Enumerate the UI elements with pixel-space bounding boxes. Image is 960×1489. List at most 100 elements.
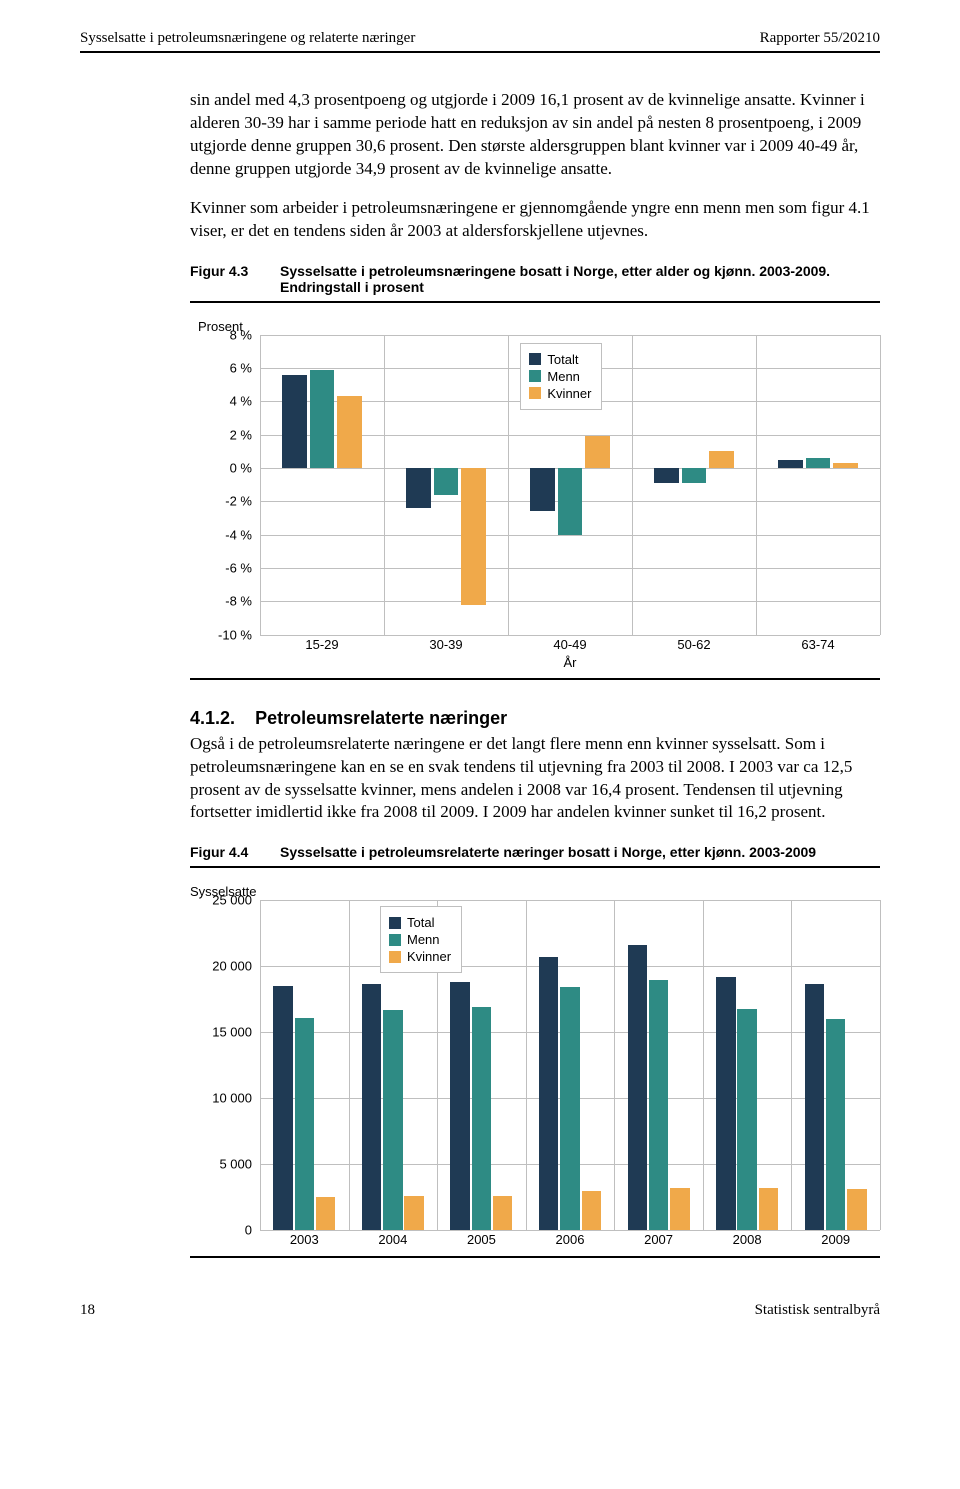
fig43-y-axis: 8 %6 %4 %2 %0 %-2 %-4 %-6 %-8 %-10 % [190,335,260,635]
bar [295,1018,314,1231]
y-tick-label: 6 % [230,360,252,375]
bar [778,460,803,468]
bar [450,982,469,1230]
header-left: Sysselsatte i petroleumsnæringene og rel… [80,30,415,47]
y-tick-label: 2 % [230,427,252,442]
legend-swatch [529,353,541,365]
bar [406,468,431,508]
figure-4-3-title: Sysselsatte i petroleumsnæringene bosatt… [280,263,880,295]
legend-label: Kvinner [407,949,451,964]
y-tick-label: 8 % [230,327,252,342]
fig44-y-axis: 25 00020 00015 00010 0005 0000 [190,900,260,1230]
figure-4-3-number: Figur 4.3 [190,263,280,295]
bar [493,1196,512,1230]
y-tick-label: -6 % [225,560,252,575]
legend-label: Menn [547,369,580,384]
bar [472,1007,491,1230]
y-tick-label: 15 000 [212,1025,252,1040]
y-tick-label: 10 000 [212,1091,252,1106]
bar [826,1019,845,1230]
y-tick-label: 5 000 [219,1157,252,1172]
bar [649,980,668,1231]
x-tick-label: 2005 [467,1232,496,1247]
section-title: Petroleumsrelaterte næringer [255,708,507,728]
y-tick-label: 0 [245,1223,252,1238]
fig43-plot-area: Totalt Menn Kvinner [260,335,880,635]
bar [337,396,362,468]
bar [434,468,459,495]
bar [654,468,679,483]
x-tick-label: 2009 [821,1232,850,1247]
bar [539,957,558,1230]
figure-4-3-caption: Figur 4.3 Sysselsatte i petroleumsnæring… [190,263,880,303]
bar [282,375,307,468]
bar [759,1188,778,1230]
x-tick-label: 50-62 [677,637,710,652]
bar [461,468,486,605]
paragraph-3: Også i de petroleumsrelaterte næringene … [190,733,880,825]
chart-legend: Totalt Menn Kvinner [520,343,602,410]
bar [383,1010,402,1230]
y-tick-label: -10 % [218,627,252,642]
bar [582,1191,601,1231]
x-tick-label: 2006 [556,1232,585,1247]
fig44-x-axis: 2003 2004 2005 2006 2007 2008 2009 [260,1230,880,1248]
bar [670,1188,689,1230]
bar [682,468,707,483]
y-tick-label: 4 % [230,394,252,409]
bar [716,977,735,1230]
page-header: Sysselsatte i petroleumsnæringene og rel… [80,30,880,53]
bar [847,1189,866,1230]
header-right: Rapporter 55/20210 [760,30,880,47]
legend-label: Total [407,915,434,930]
y-tick-label: 25 000 [212,893,252,908]
legend-label: Menn [407,932,440,947]
legend-swatch [529,387,541,399]
y-tick-label: -8 % [225,594,252,609]
bar [316,1197,335,1230]
bar [273,986,292,1230]
figure-4-4-number: Figur 4.4 [190,844,280,860]
figure-4-4-chart: Sysselsatte 25 00020 00015 00010 0005 00… [190,870,880,1258]
x-tick-label: 2008 [733,1232,762,1247]
legend-label: Totalt [547,352,578,367]
x-tick-label: 2003 [290,1232,319,1247]
legend-label: Kvinner [547,386,591,401]
bar [585,436,610,468]
bar [310,370,335,468]
bar [805,984,824,1231]
x-tick-label: 2004 [378,1232,407,1247]
fig44-plot-area: Total Menn Kvinner [260,900,880,1230]
legend-swatch [389,951,401,963]
fig43-x-title: År [260,655,880,670]
figure-4-4-title: Sysselsatte i petroleumsrelaterte næring… [280,844,880,860]
figure-4-4-caption: Figur 4.4 Sysselsatte i petroleumsrelate… [190,844,880,868]
section-heading: 4.1.2. Petroleumsrelaterte næringer [190,708,880,729]
y-tick-label: 0 % [230,460,252,475]
x-tick-label: 40-49 [553,637,586,652]
page-footer: 18 Statistisk sentralbyrå [80,1302,880,1319]
bar [362,984,381,1231]
bar [530,468,555,511]
page-number: 18 [80,1302,95,1319]
bar [628,945,647,1230]
y-tick-label: -2 % [225,494,252,509]
section-number: 4.1.2. [190,708,235,728]
paragraph-1: sin andel med 4,3 prosentpoeng og utgjor… [190,89,880,181]
bar [558,468,583,535]
y-tick-label: 20 000 [212,959,252,974]
footer-right: Statistisk sentralbyrå [755,1302,880,1319]
y-tick-label: -4 % [225,527,252,542]
fig43-x-axis: 15-29 30-39 40-49 50-62 63-74 [260,635,880,653]
paragraph-2: Kvinner som arbeider i petroleumsnæringe… [190,197,880,243]
x-tick-label: 15-29 [305,637,338,652]
figure-4-3-chart: Prosent 8 %6 %4 %2 %0 %-2 %-4 %-6 %-8 %-… [190,305,880,680]
chart-legend: Total Menn Kvinner [380,906,462,973]
x-tick-label: 30-39 [429,637,462,652]
bar [560,987,579,1230]
bar [806,458,831,468]
bar [404,1196,423,1230]
x-tick-label: 63-74 [801,637,834,652]
bar [737,1009,756,1231]
x-tick-label: 2007 [644,1232,673,1247]
